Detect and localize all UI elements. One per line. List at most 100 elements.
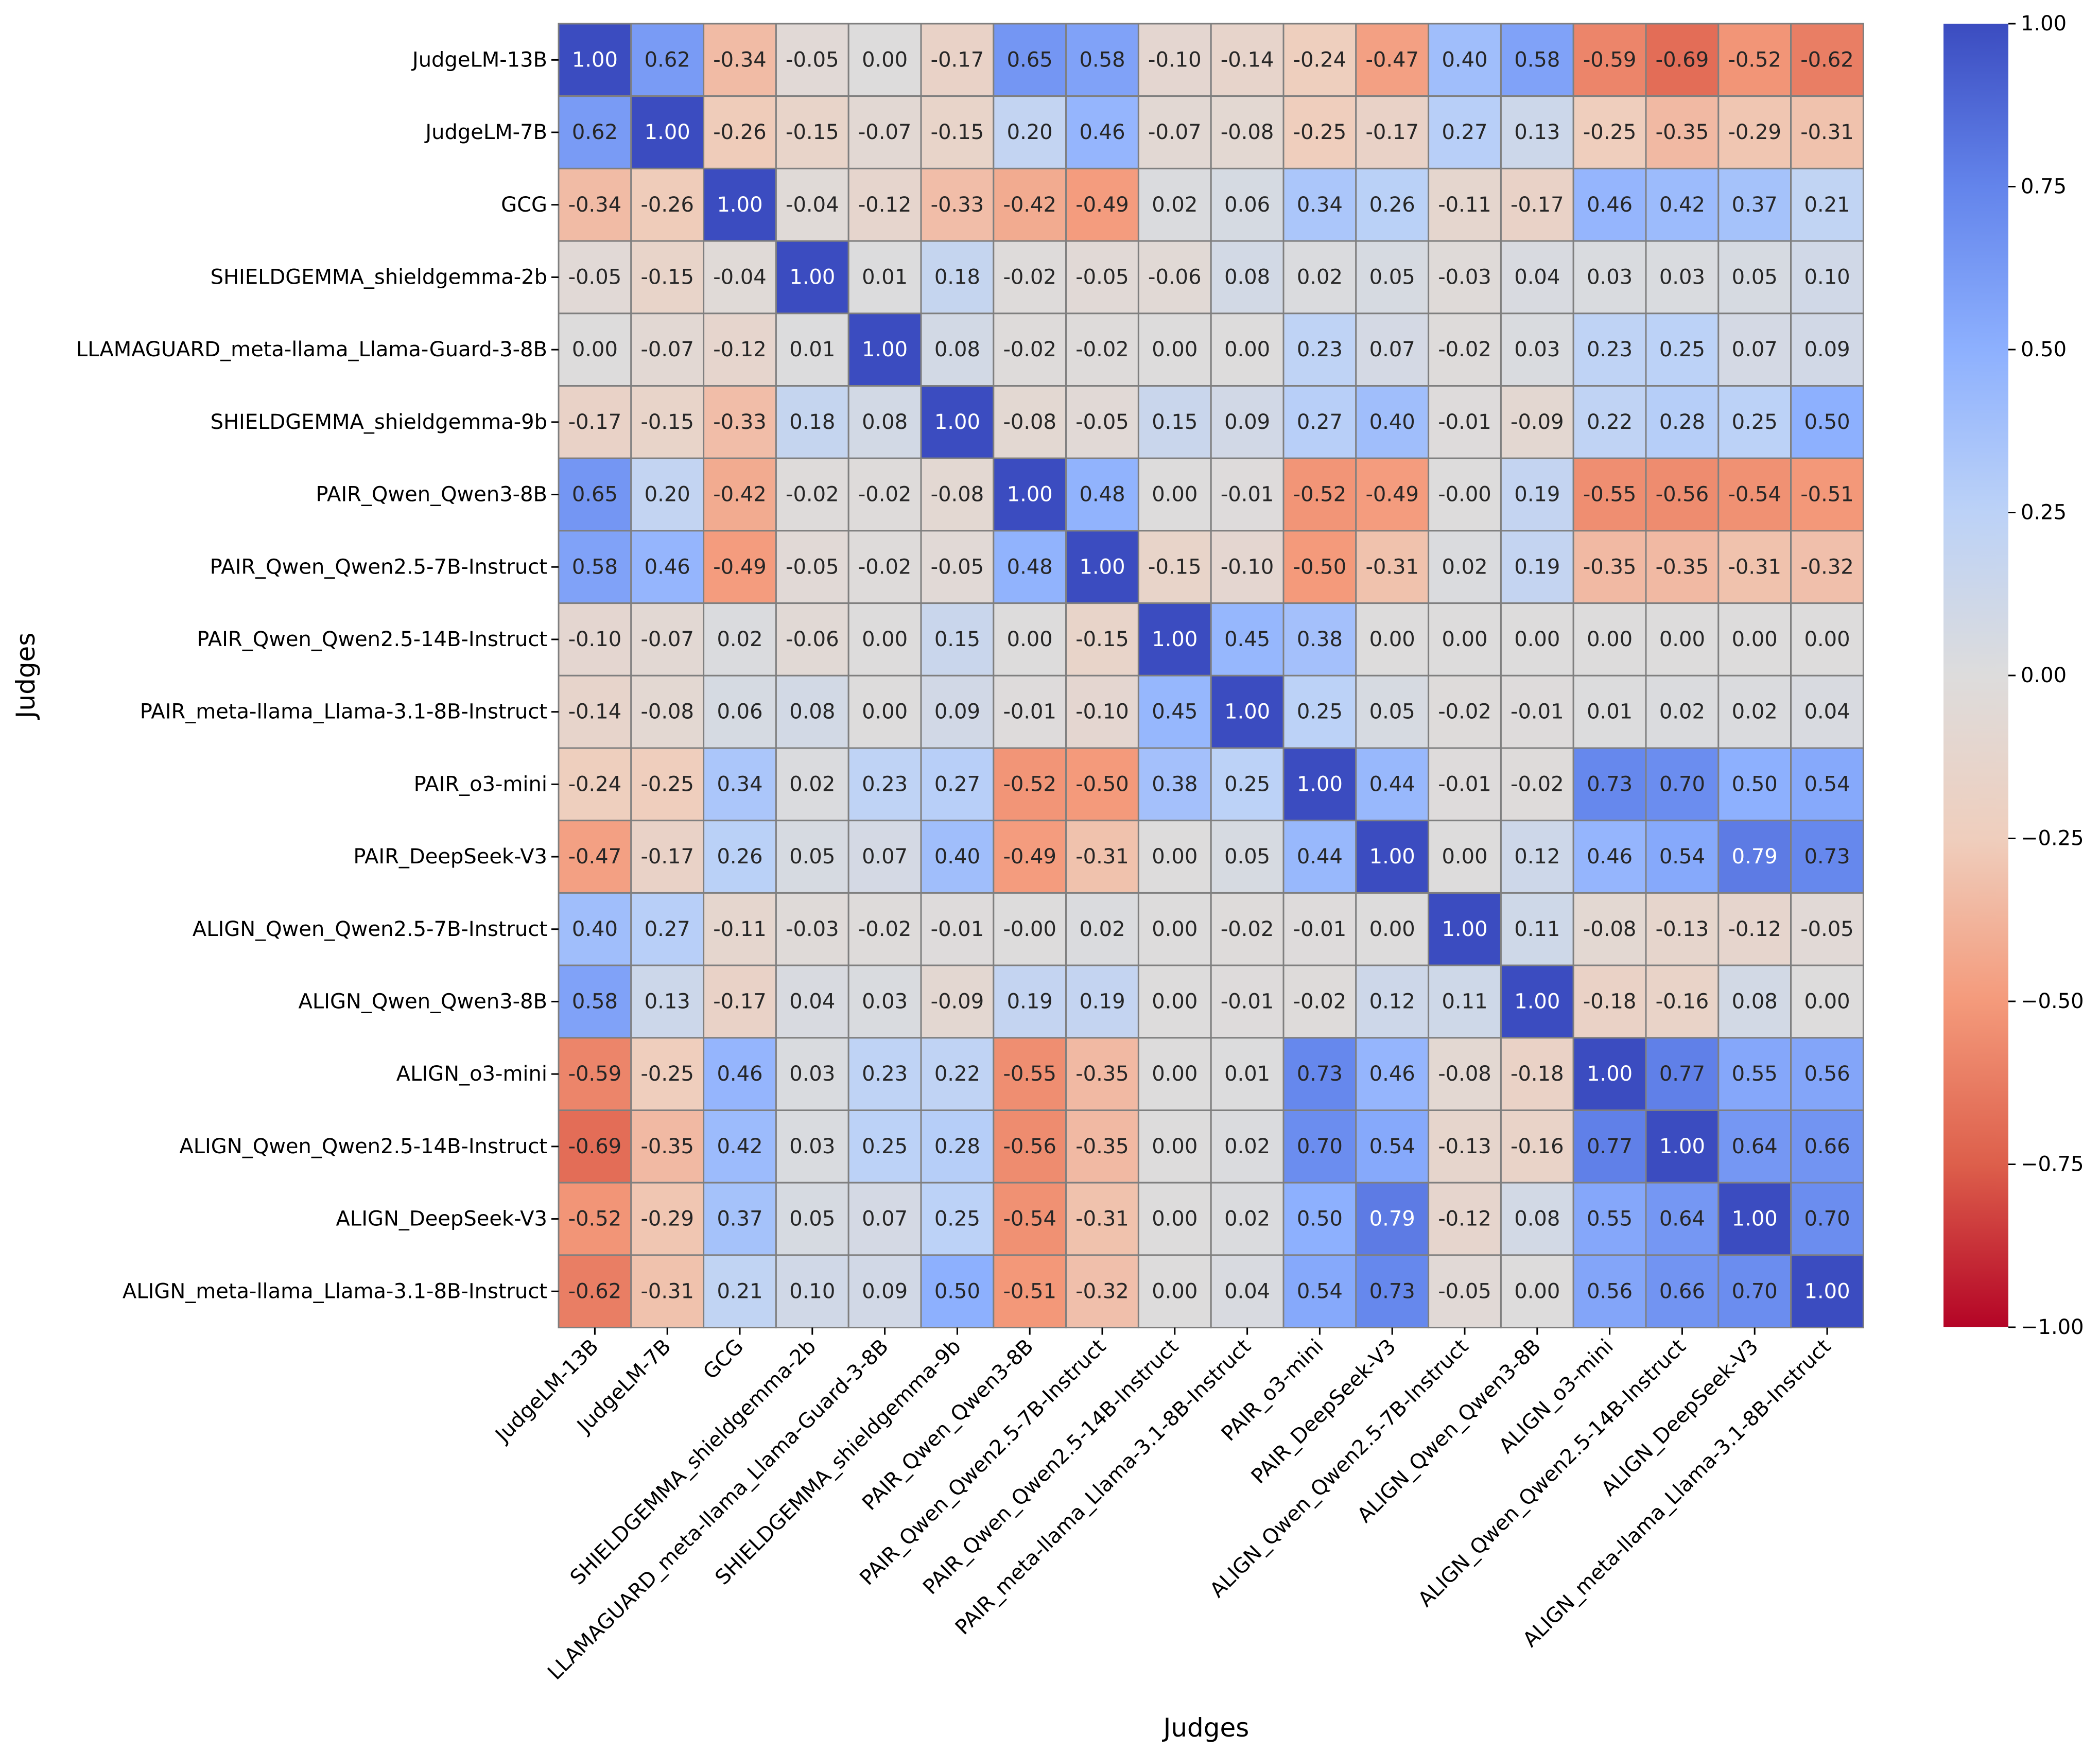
y-tick-label: ALIGN_Qwen_Qwen3-8B (299, 990, 547, 1013)
cell-value-label: 0.12 (1369, 990, 1415, 1013)
heatmap-cell (1282, 1182, 1357, 1256)
cell-value-label: 0.58 (572, 990, 618, 1013)
cell-value-label: 0.28 (934, 1135, 980, 1158)
cell-value-label: -0.03 (1438, 265, 1491, 289)
cell-value-label: -0.51 (1800, 483, 1854, 507)
heatmap-cell (1282, 1109, 1357, 1184)
heatmap-cell (1717, 602, 1792, 676)
cell-value-label: -0.34 (713, 48, 767, 72)
heatmap-cell (1210, 23, 1285, 97)
heatmap-cell (558, 820, 632, 894)
y-tick-label: JudgeLM-7B (424, 120, 547, 144)
heatmap-cell (630, 747, 705, 822)
cell-value-label: 0.38 (1297, 628, 1343, 651)
cell-value-label: 0.46 (1587, 193, 1633, 217)
cell-value-label: -0.18 (1511, 1062, 1564, 1086)
cell-value-label: 0.09 (862, 1279, 908, 1303)
cell-value-label: 0.54 (1804, 772, 1850, 796)
cell-value-label: 1.00 (572, 48, 618, 72)
heatmap-cell (703, 530, 777, 604)
heatmap-cell (558, 167, 632, 242)
heatmap-cell (1282, 95, 1357, 169)
heatmap-cell (1065, 1182, 1139, 1256)
cell-value-label: -0.04 (713, 265, 767, 289)
cell-value-label: -0.25 (640, 772, 694, 796)
cell-value-label: 0.27 (645, 917, 690, 941)
cell-value-label: 0.70 (1659, 772, 1705, 796)
colorbar-tick-label: −1.00 (2021, 1315, 2084, 1339)
heatmap-cell (1210, 95, 1285, 169)
cell-value-label: 0.00 (1007, 628, 1053, 651)
heatmap-cell (1717, 313, 1792, 387)
cell-value-label: 0.00 (1152, 483, 1197, 507)
heatmap-cell (1645, 892, 1720, 966)
heatmap-cell (1790, 385, 1864, 459)
heatmap-cell (1717, 674, 1792, 749)
y-tick-label: PAIR_Qwen_Qwen2.5-14B-Instruct (197, 628, 547, 651)
cell-value-label: 0.00 (1152, 1062, 1197, 1086)
heatmap-cell (1645, 457, 1720, 532)
cell-value-label: -0.17 (713, 990, 767, 1013)
cell-value-label: 0.23 (862, 772, 908, 796)
y-axis-title: Judges (11, 633, 41, 720)
cell-value-label: -0.49 (1075, 193, 1129, 217)
cell-value-label: 0.46 (1369, 1062, 1415, 1086)
cell-value-label: -0.11 (713, 917, 767, 941)
cell-value-label: 0.00 (1514, 1279, 1560, 1303)
heatmap-cell (1428, 747, 1502, 822)
cell-value-label: -0.16 (1656, 990, 1709, 1013)
cell-value-label: 0.02 (1442, 555, 1487, 579)
cell-value-label: -0.05 (1438, 1279, 1491, 1303)
cell-value-label: 0.27 (934, 772, 980, 796)
cell-value-label: 0.23 (862, 1062, 908, 1086)
cell-value-label: 0.15 (1152, 410, 1197, 434)
heatmap-cell (1137, 530, 1212, 604)
heatmap-cell (1790, 23, 1864, 97)
cell-value-label: 0.10 (789, 1279, 835, 1303)
cell-value-label: -0.17 (1365, 120, 1419, 144)
cell-value-label: 0.64 (1732, 1135, 1778, 1158)
heatmap-cell (1428, 1254, 1502, 1329)
heatmap-cell (1137, 313, 1212, 387)
cell-value-label: 0.26 (717, 845, 762, 869)
heatmap-cell (920, 1037, 995, 1112)
cell-value-label: -0.33 (931, 193, 984, 217)
heatmap-cell (1572, 1182, 1647, 1256)
cell-value-label: 0.03 (862, 990, 908, 1013)
heatmap-cell (1572, 240, 1647, 315)
heatmap-cell (1355, 892, 1430, 966)
heatmap-cell (1500, 240, 1574, 315)
cell-value-label: -0.59 (568, 1062, 622, 1086)
heatmap-cell (1572, 747, 1647, 822)
cell-value-label: 0.07 (862, 845, 908, 869)
heatmap-cell (1572, 457, 1647, 532)
cell-value-label: 1.00 (1297, 772, 1343, 796)
cell-value-label: 0.06 (717, 700, 762, 724)
heatmap-cell (1790, 95, 1864, 169)
cell-value-label: 0.70 (1297, 1135, 1343, 1158)
cell-value-label: -0.32 (1800, 555, 1854, 579)
heatmap-cell (1790, 530, 1864, 604)
cell-value-label: -0.01 (931, 917, 984, 941)
cell-value-label: 1.00 (1732, 1207, 1778, 1231)
colorbar-tick-label: 0.00 (2021, 664, 2067, 687)
cell-value-label: 0.05 (1369, 265, 1415, 289)
heatmap-cell (1137, 1254, 1212, 1329)
cell-value-label: 0.28 (1659, 410, 1705, 434)
heatmap-cell (1717, 1182, 1792, 1256)
cell-value-label: 0.01 (862, 265, 908, 289)
cell-value-label: 0.05 (1369, 700, 1415, 724)
cell-value-label: 0.79 (1732, 845, 1778, 869)
cell-value-label: 0.08 (1514, 1207, 1560, 1231)
colorbar-tick-label: 0.50 (2021, 338, 2067, 361)
cell-value-label: -0.02 (1293, 990, 1347, 1013)
cell-value-label: 0.66 (1804, 1135, 1850, 1158)
cell-value-label: -0.56 (1656, 483, 1709, 507)
cell-value-label: 0.48 (1007, 555, 1053, 579)
cell-value-label: 0.03 (789, 1062, 835, 1086)
heatmap-cell (1428, 530, 1502, 604)
heatmap-cell (630, 313, 705, 387)
cell-value-label: -0.26 (713, 120, 767, 144)
heatmap-cell (847, 530, 922, 604)
cell-value-label: -0.08 (1438, 1062, 1491, 1086)
